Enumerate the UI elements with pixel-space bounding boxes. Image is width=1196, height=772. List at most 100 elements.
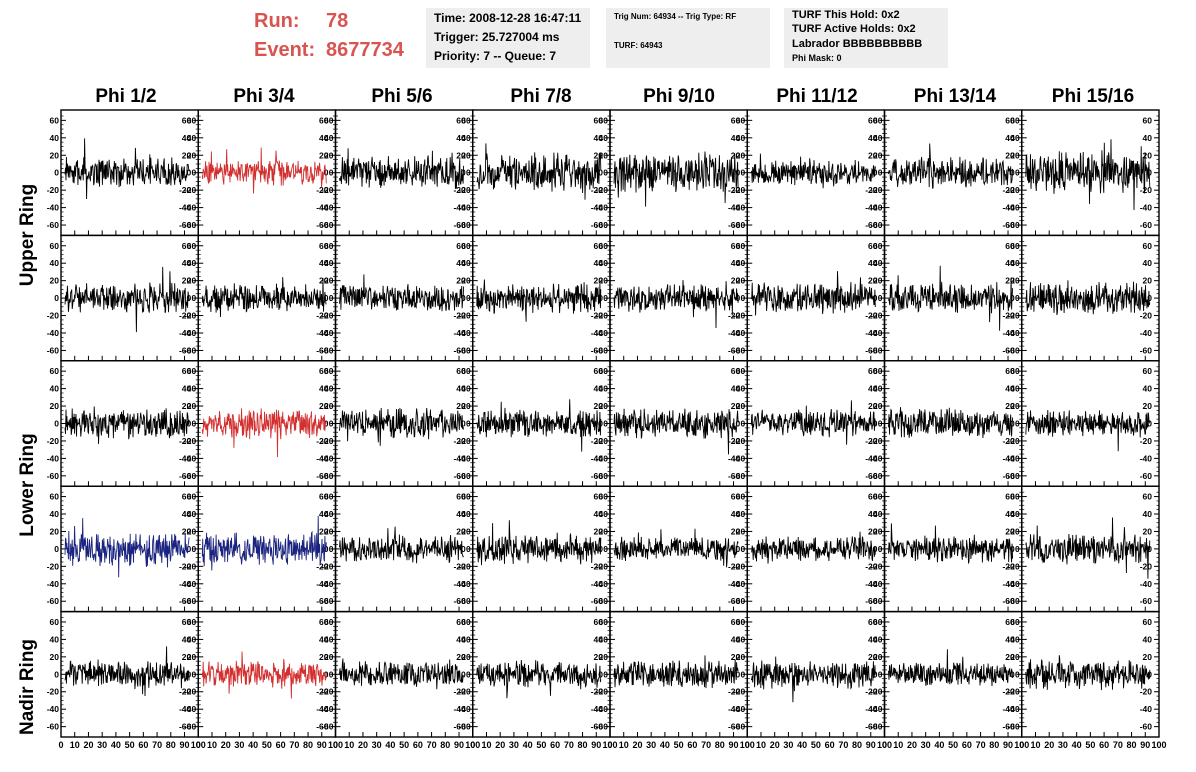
waveform-trace [750,656,876,703]
y-tick-label-right: 20 [594,526,604,536]
x-tick-label: 70 [838,740,848,750]
y-tick-label: -20 [458,687,471,697]
y-tick-label: -20 [321,436,334,446]
y-tick-label: 40 [50,133,60,143]
x-tick-label: 30 [646,740,656,750]
y-tick-label-right: 20 [731,652,741,662]
x-tick-label: 50 [1085,740,1095,750]
y-tick-label: -40 [870,704,883,714]
y-tick-label-right: 60 [594,617,604,627]
y-tick-label: 0 [1015,669,1020,679]
waveform-trace [476,143,602,200]
y-tick-label-right: 40 [319,384,329,394]
y-tick-label: 40 [599,384,609,394]
y-tick-label: 20 [599,526,609,536]
y-tick-label-right: -40 [1140,704,1153,714]
y-tick-label-right: 20 [1143,652,1153,662]
y-tick-label: -40 [870,328,883,338]
y-tick-label: -60 [733,345,746,355]
phi-title-4: Phi 7/8 [510,86,572,107]
y-tick-label: 20 [461,526,471,536]
y-tick-label-right: -40 [316,579,329,589]
y-tick-label: 40 [599,634,609,644]
waveform-trace [476,520,602,566]
y-tick-label: 0 [192,544,197,554]
y-tick-label-right: 20 [319,401,329,411]
y-tick-label-right: 0 [736,669,741,679]
y-tick-label: -40 [733,203,746,213]
y-tick-label: -40 [47,203,60,213]
y-tick-label: 40 [873,258,883,268]
y-tick-label-right: -60 [179,596,192,606]
y-tick-label: 20 [873,526,883,536]
y-tick-label: -20 [870,687,883,697]
y-tick-label: 40 [1010,133,1020,143]
y-tick-label-right: -40 [1002,203,1015,213]
y-tick-label: 60 [50,617,60,627]
y-tick-label: 20 [736,276,746,286]
y-tick-label: 40 [50,258,60,268]
waveform-trace [201,147,327,194]
y-tick-label: 20 [1010,150,1020,160]
y-tick-label-right: -40 [179,203,192,213]
y-tick-label: 40 [461,509,471,519]
x-tick-label: 80 [303,740,313,750]
waveform-trace [613,655,739,689]
y-tick-label: 40 [873,509,883,519]
y-tick-label: 60 [1010,492,1020,502]
y-tick-label-right: 40 [1005,258,1015,268]
y-tick-label: -60 [184,220,197,230]
y-tick-label-right: -60 [1002,471,1015,481]
y-tick-label-right: -20 [728,311,741,321]
y-tick-label-right: 40 [456,258,466,268]
y-tick-label: -20 [321,311,334,321]
y-tick-label-right: 40 [868,509,878,519]
y-tick-label: -20 [458,561,471,571]
x-tick-label: 20 [221,740,231,750]
y-tick-label-right: 20 [1005,276,1015,286]
y-tick-label: 20 [324,652,334,662]
waveform-trace [339,526,464,564]
y-tick-label-right: -40 [865,579,878,589]
y-tick-label-right: -20 [591,185,604,195]
y-tick-label-right: 0 [873,168,878,178]
y-tick-label: 0 [192,168,197,178]
y-tick-label-right: 40 [868,634,878,644]
y-tick-label: 60 [461,366,471,376]
y-tick-label-right: 40 [319,133,329,143]
x-tick-label: 50 [674,740,684,750]
y-tick-label: 40 [736,133,746,143]
y-tick-label: 20 [187,276,197,286]
y-tick-label-right: -60 [179,220,192,230]
y-tick-label-right: 40 [594,258,604,268]
waveform-trace [888,143,1014,189]
y-tick-label: 20 [324,276,334,286]
y-tick-label: -20 [596,561,609,571]
y-tick-label: -40 [458,579,471,589]
y-tick-label-right: -20 [453,311,466,321]
y-tick-label-right: -60 [1140,471,1153,481]
waveform-trace [476,399,602,452]
y-tick-label-right: 0 [324,168,329,178]
y-tick-label-right: -40 [316,704,329,714]
y-tick-label-right: 20 [1005,150,1015,160]
y-tick-label: 40 [50,384,60,394]
y-tick-label: 60 [873,492,883,502]
y-tick-label-right: 40 [594,133,604,143]
waveform-trace [64,138,190,200]
y-tick-label: -60 [321,471,334,481]
x-tick-label: 10 [481,740,491,750]
y-tick-label-right: 60 [868,492,878,502]
y-tick-label-right: 60 [1143,492,1153,502]
y-tick-label-right: -20 [591,687,604,697]
y-tick-label-right: -40 [865,328,878,338]
y-tick-label: 0 [741,419,746,429]
x-tick-label: 80 [989,740,999,750]
x-tick-label: 80 [1127,740,1137,750]
trigger-text: Trigger: 25.727004 ms [434,30,560,44]
run-value: 78 [326,10,349,32]
waveform-trace [476,659,602,699]
y-tick-label-right: 20 [182,401,192,411]
y-tick-label-right: -40 [1140,579,1153,589]
y-tick-label-right: -20 [1140,185,1153,195]
